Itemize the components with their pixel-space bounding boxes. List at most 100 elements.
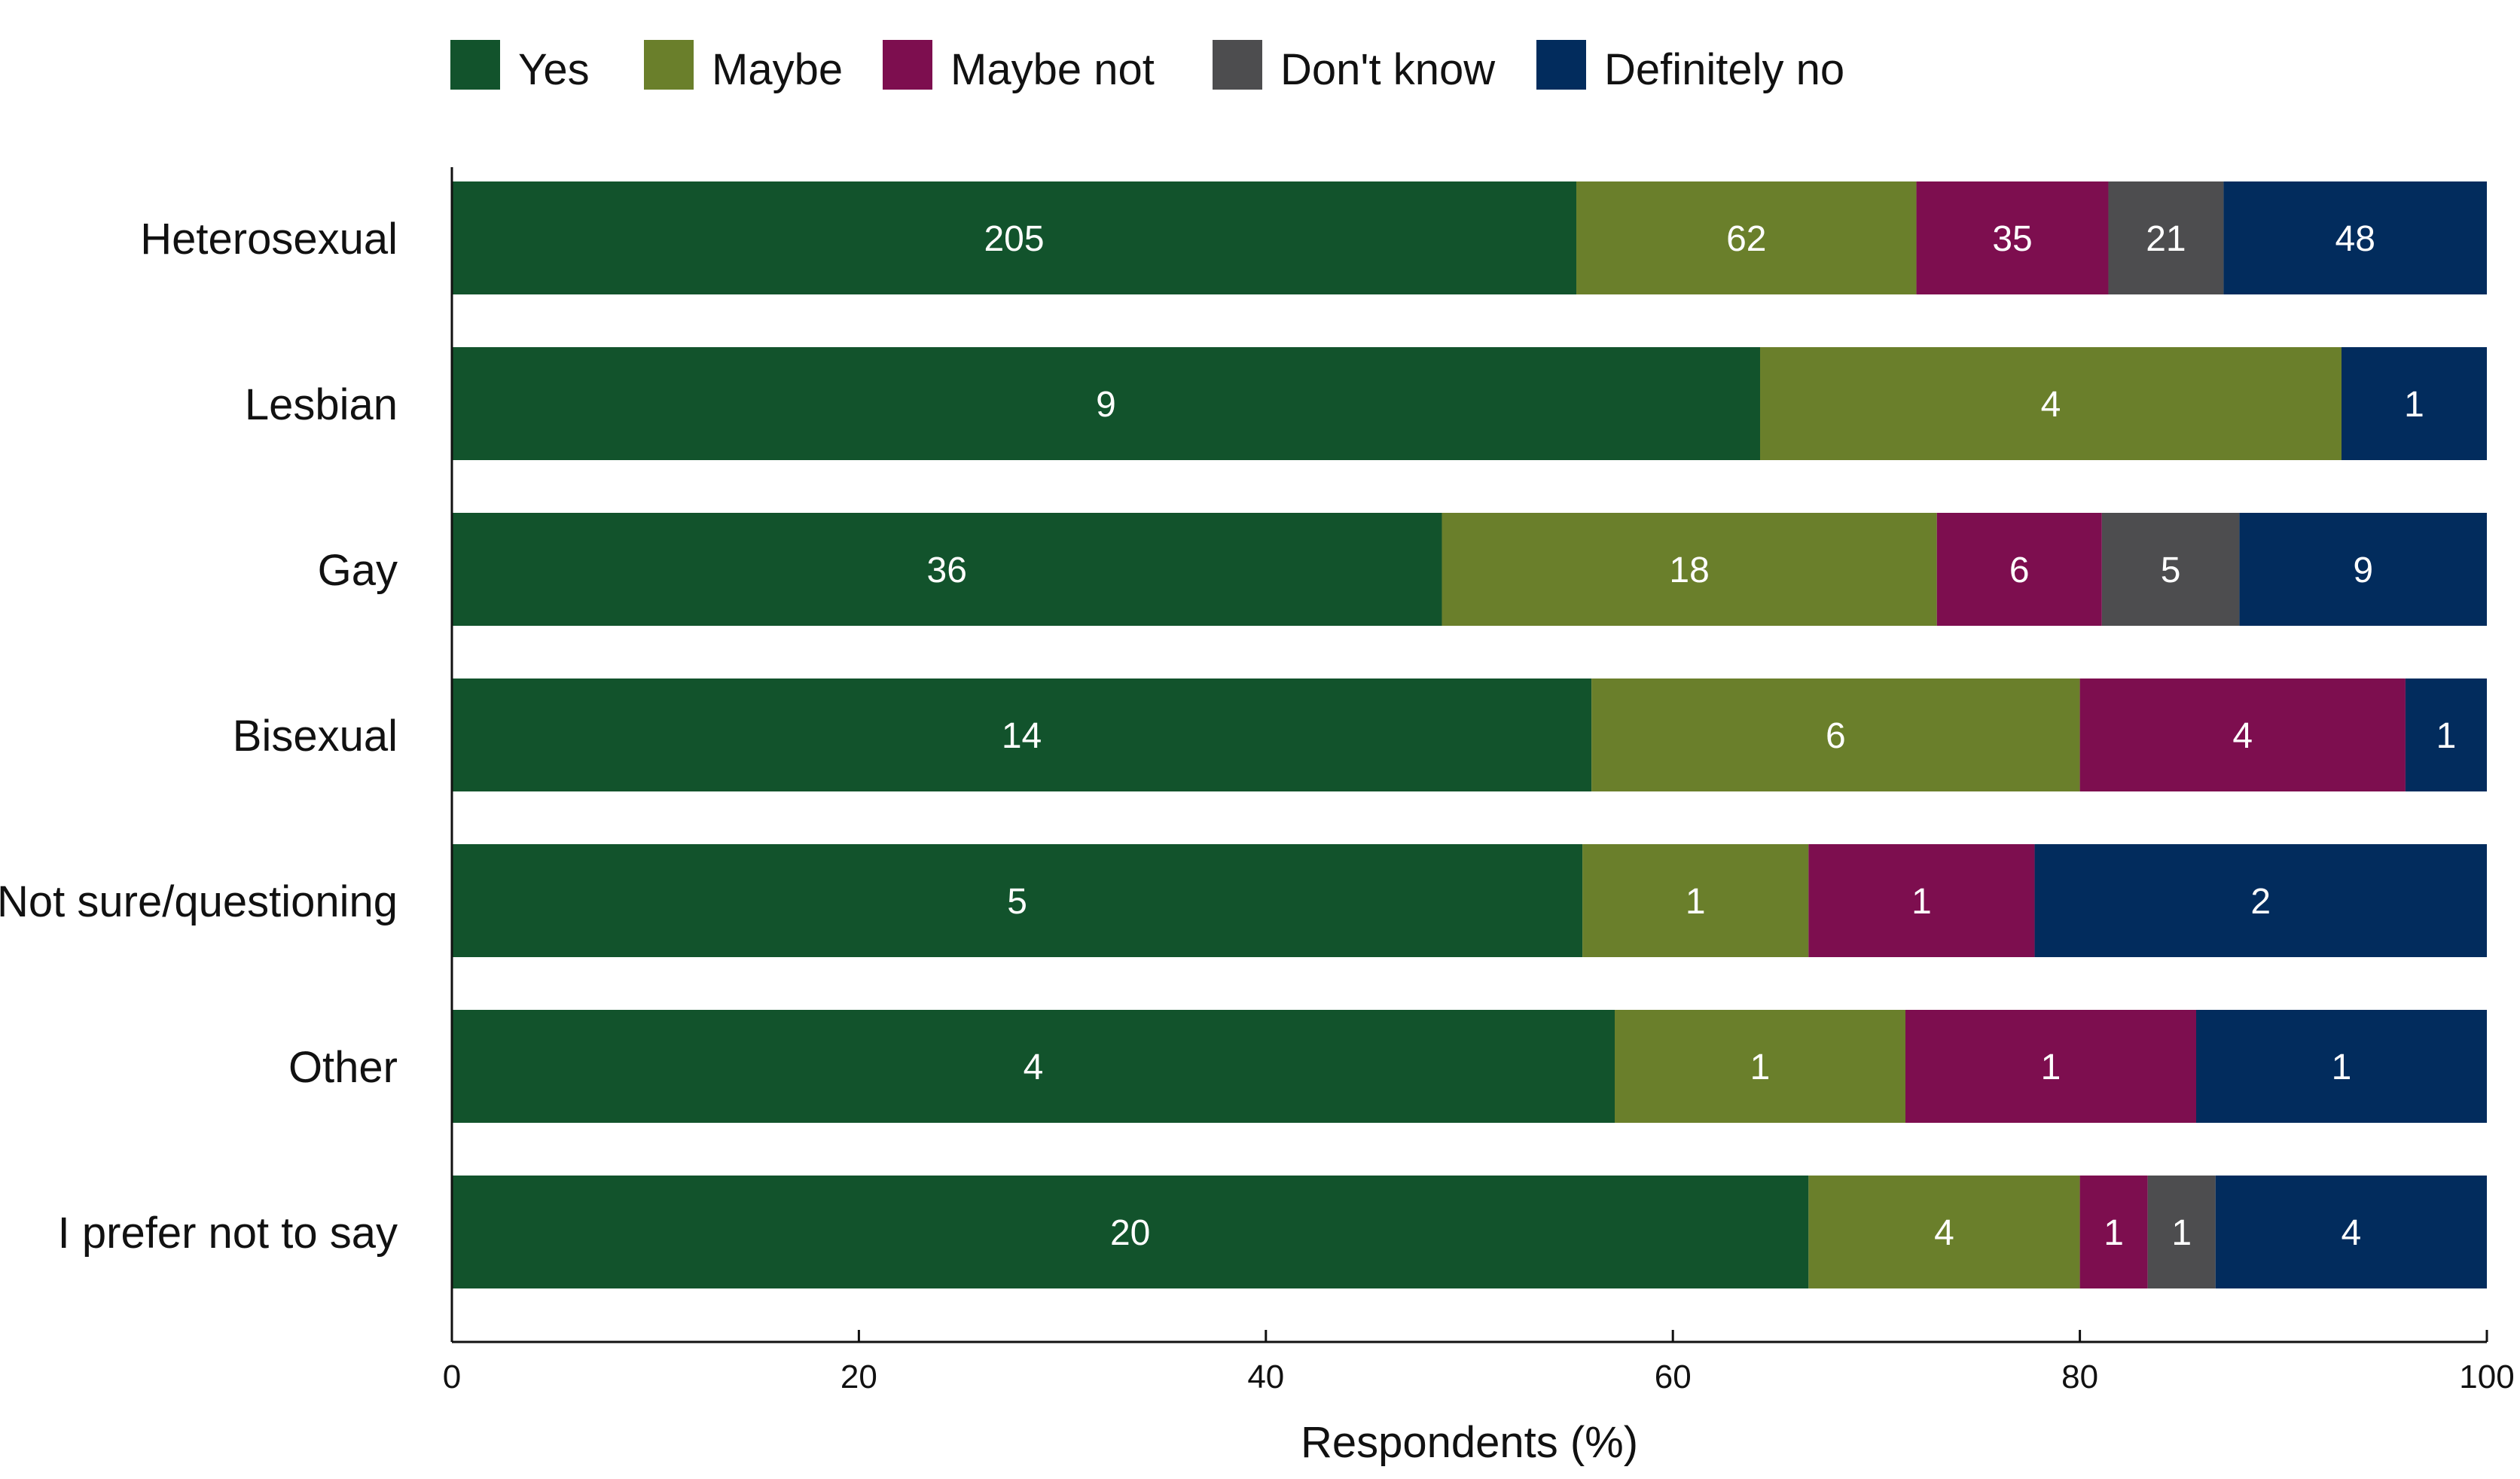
data-label: 6: [1826, 716, 1846, 756]
bar-segment: [452, 1176, 1809, 1288]
data-label: 9: [2353, 550, 2373, 590]
bar-segment: [1905, 1010, 2196, 1123]
bar-segment: [452, 181, 1577, 294]
bar-segment: [1591, 679, 2080, 791]
bar-row: Not sure/questioning 5 1 1 2: [0, 844, 2487, 957]
category-label: Gay: [318, 546, 398, 595]
category-label: Lesbian: [245, 380, 398, 429]
bar-segment: [2239, 513, 2487, 626]
data-label: 18: [1669, 550, 1709, 590]
data-label: 9: [1096, 385, 1116, 425]
bar-row: Heterosexual 205 62 35 21 48: [140, 181, 2487, 294]
x-tick-label: 20: [841, 1359, 877, 1395]
bar-segment: [1576, 181, 1917, 294]
data-label: 14: [1002, 716, 1042, 756]
data-label: 5: [1007, 882, 1027, 922]
bar-segment: [1916, 181, 2109, 294]
bar-segment: [1808, 1176, 2080, 1288]
bar-segment: [452, 1010, 1615, 1123]
legend-swatch: [644, 40, 694, 90]
data-label: 20: [1110, 1213, 1150, 1253]
data-label: 1: [1911, 882, 1932, 922]
data-label: 1: [2332, 1047, 2352, 1087]
legend-swatch: [450, 40, 500, 90]
data-label: 4: [1934, 1213, 1954, 1253]
bar-segment: [452, 513, 1442, 626]
bar-segment: [2215, 1176, 2487, 1288]
bar-segment: [2196, 1010, 2487, 1123]
legend-swatch: [883, 40, 932, 90]
legend-item: Definitely no: [1536, 40, 1844, 94]
x-axis-title: Respondents (%): [1301, 1418, 1638, 1467]
legend-label: Maybe not: [950, 45, 1155, 94]
x-tick-label: 100: [2459, 1359, 2514, 1395]
legend-item: Maybe not: [883, 40, 1155, 94]
data-label: 1: [2436, 716, 2457, 756]
data-label: 4: [2041, 385, 2061, 425]
bar-segment: [2147, 1176, 2216, 1288]
bar-row: Other 4 1 1 1: [288, 1010, 2487, 1123]
category-label: Not sure/questioning: [0, 877, 398, 926]
bar-segment: [1582, 844, 1809, 957]
bar-row: Lesbian 9 4 1: [245, 347, 2487, 460]
x-tick-label: 40: [1247, 1359, 1284, 1395]
bar-segment: [2079, 1176, 2148, 1288]
category-label: I prefer not to say: [58, 1209, 398, 1258]
bar-segment: [1936, 513, 2102, 626]
legend-label: Definitely no: [1604, 45, 1844, 94]
data-label: 21: [2146, 219, 2186, 259]
data-label: 35: [1992, 219, 2032, 259]
bar-segment: [452, 679, 1592, 791]
data-label: 1: [2404, 385, 2424, 425]
bar-segment: [452, 347, 1760, 460]
x-tick-label: 0: [443, 1359, 461, 1395]
bar-segment: [1615, 1010, 1905, 1123]
bar-segment: [2223, 181, 2487, 294]
bar-segment: [2108, 181, 2224, 294]
data-label: 4: [2232, 716, 2253, 756]
legend: Yes Maybe Maybe not Don't know Definitely no: [450, 40, 1844, 94]
axes: 0 20 40 60 80 100 Respondents (%): [443, 167, 2515, 1467]
data-label: 62: [1726, 219, 1766, 259]
bar-row: Bisexual 14 6 4 1: [233, 679, 2487, 791]
x-tick-label: 60: [1655, 1359, 1692, 1395]
data-label: 36: [927, 550, 967, 590]
x-tick-label: 80: [2061, 1359, 2098, 1395]
data-label: 48: [2335, 219, 2375, 259]
category-label: Heterosexual: [140, 215, 398, 264]
bar-row: I prefer not to say 20 4 1 1 4: [58, 1176, 2487, 1288]
legend-item: Maybe: [644, 40, 843, 94]
data-label: 205: [984, 219, 1044, 259]
legend-swatch: [1536, 40, 1586, 90]
legend-item: Don't know: [1213, 40, 1496, 94]
bar-segment: [2101, 513, 2240, 626]
bar-segment: [1760, 347, 2342, 460]
legend-swatch: [1213, 40, 1262, 90]
bar-segment: [2079, 679, 2406, 791]
data-label: 4: [1024, 1047, 1044, 1087]
data-label: 1: [1750, 1047, 1771, 1087]
data-label: 4: [2342, 1213, 2362, 1253]
category-label: Bisexual: [233, 712, 398, 761]
bar-segment: [1808, 844, 2035, 957]
bar-row: Gay 36 18 6 5 9: [318, 513, 2487, 626]
bar-segment: [452, 844, 1583, 957]
data-label: 1: [2171, 1213, 2192, 1253]
bar-segment: [1442, 513, 1937, 626]
data-label: 5: [2161, 550, 2181, 590]
bar-segment: [2405, 679, 2487, 791]
bar-segment: [2034, 844, 2487, 957]
data-label: 6: [2009, 550, 2030, 590]
data-label: 1: [1686, 882, 1706, 922]
data-label: 1: [2041, 1047, 2061, 1087]
bar-segment: [2342, 347, 2487, 460]
data-label: 2: [2250, 882, 2271, 922]
legend-label: Maybe: [712, 45, 843, 94]
legend-item: Yes: [450, 40, 590, 94]
legend-label: Don't know: [1280, 45, 1496, 94]
legend-label: Yes: [518, 45, 590, 94]
data-label: 1: [2104, 1213, 2124, 1253]
